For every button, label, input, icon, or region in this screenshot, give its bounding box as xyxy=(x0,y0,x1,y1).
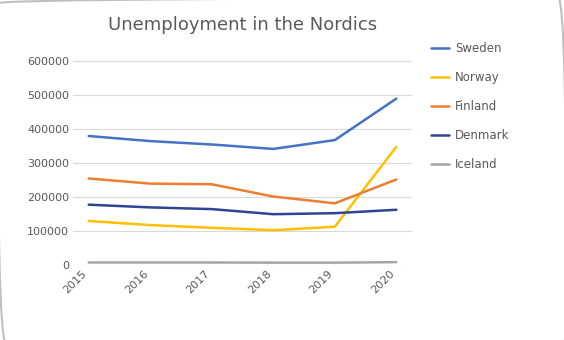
Iceland xyxy=(393,260,400,264)
Sweden xyxy=(332,138,338,142)
Norway xyxy=(270,228,277,232)
Denmark xyxy=(393,208,400,212)
Denmark xyxy=(208,207,215,211)
Line: Sweden: Sweden xyxy=(89,99,396,149)
Norway xyxy=(208,226,215,230)
Iceland xyxy=(208,260,215,265)
Denmark xyxy=(270,212,277,216)
Sweden xyxy=(147,139,153,143)
Sweden xyxy=(393,97,400,101)
Finland xyxy=(332,201,338,205)
Sweden xyxy=(270,147,277,151)
Denmark xyxy=(147,205,153,209)
Denmark xyxy=(332,211,338,215)
Iceland xyxy=(332,260,338,265)
Norway xyxy=(85,219,92,223)
Finland xyxy=(147,182,153,186)
Iceland xyxy=(147,260,153,265)
Sweden xyxy=(208,142,215,147)
Iceland xyxy=(270,260,277,265)
Finland xyxy=(85,176,92,181)
Norway xyxy=(393,145,400,149)
Norway xyxy=(147,223,153,227)
Denmark xyxy=(85,203,92,207)
Finland xyxy=(208,182,215,186)
Line: Denmark: Denmark xyxy=(89,205,396,214)
Legend: Sweden, Norway, Finland, Denmark, Iceland: Sweden, Norway, Finland, Denmark, Icelan… xyxy=(431,42,509,171)
Finland xyxy=(393,177,400,182)
Iceland xyxy=(85,260,92,265)
Line: Finland: Finland xyxy=(89,178,396,203)
Title: Unemployment in the Nordics: Unemployment in the Nordics xyxy=(108,16,377,34)
Line: Norway: Norway xyxy=(89,147,396,230)
Sweden xyxy=(85,134,92,138)
Finland xyxy=(270,194,277,199)
Norway xyxy=(332,225,338,229)
